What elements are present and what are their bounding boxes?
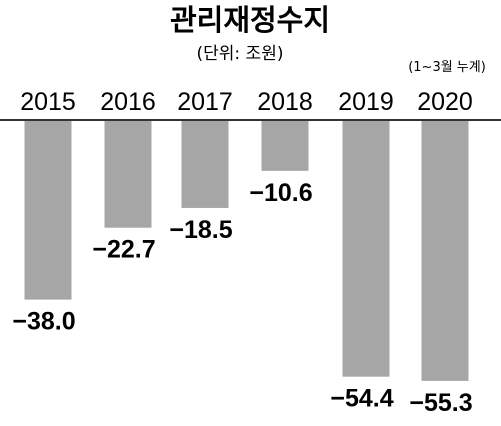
bar-2019 (342, 121, 390, 377)
value-label-2018: −10.6 (249, 179, 312, 207)
year-labels: 2015 2016 2017 2018 2019 2020 (20, 88, 473, 116)
value-label-2020: −55.3 (409, 389, 472, 417)
year-label-2016: 2016 (100, 88, 156, 116)
bar-2017 (181, 121, 229, 208)
year-label-2018: 2018 (257, 88, 313, 116)
value-label-2016: −22.7 (92, 236, 155, 264)
bar-2015 (24, 121, 72, 300)
bars (24, 121, 469, 381)
value-label-2017: −18.5 (169, 216, 232, 244)
value-label-2015: −38.0 (12, 308, 75, 336)
value-label-2019: −54.4 (330, 385, 393, 413)
unit-note: (단위: 조원) (197, 44, 284, 64)
bar-2020 (421, 121, 469, 381)
value-labels: −38.0 −22.7 −18.5 −10.6 −54.4 −55.3 (12, 179, 472, 417)
year-label-2015: 2015 (20, 88, 76, 116)
year-label-2017: 2017 (177, 88, 233, 116)
bar-2018 (261, 121, 309, 171)
chart-title: 관리재정수지 (170, 3, 330, 37)
period-annotation: (1~3월 누계) (408, 60, 486, 75)
bar-2016 (104, 121, 152, 228)
year-label-2020: 2020 (417, 88, 473, 116)
year-label-2019: 2019 (338, 88, 394, 116)
